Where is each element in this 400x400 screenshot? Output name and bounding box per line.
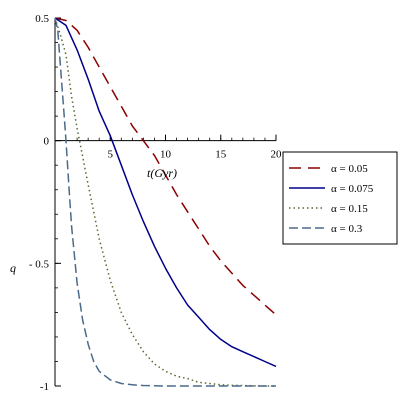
x-tick-label: 15 <box>215 149 227 161</box>
y-tick-label: 0 <box>44 136 50 148</box>
y-tick-label: - 0.5 <box>29 258 50 270</box>
legend-label-4: α = 0.3 <box>331 223 363 235</box>
x-axis-label: t(Gyr) <box>147 166 177 180</box>
legend: α = 0.05 α = 0.075 α = 0.15 α = 0.3 <box>282 151 398 245</box>
legend-label-2: α = 0.075 <box>331 183 374 195</box>
series-group <box>54 17 277 387</box>
series-line-2 <box>54 17 277 368</box>
legend-label-3: α = 0.15 <box>331 203 368 215</box>
axes: -1 - 0.5 0 0.5 5 10 15 20 <box>29 13 282 393</box>
y-tick-label: -1 <box>40 381 49 393</box>
x-tick-label: 20 <box>271 149 283 161</box>
x-tick-label: 10 <box>160 149 172 161</box>
x-tick-label: 5 <box>108 149 114 161</box>
series-line-3 <box>54 17 276 387</box>
y-tick-label: 0.5 <box>35 13 49 25</box>
series-line-4 <box>54 17 276 387</box>
legend-label-1: α = 0.05 <box>331 163 368 175</box>
y-axis-label: q <box>10 261 16 275</box>
series-line-1 <box>54 17 277 316</box>
